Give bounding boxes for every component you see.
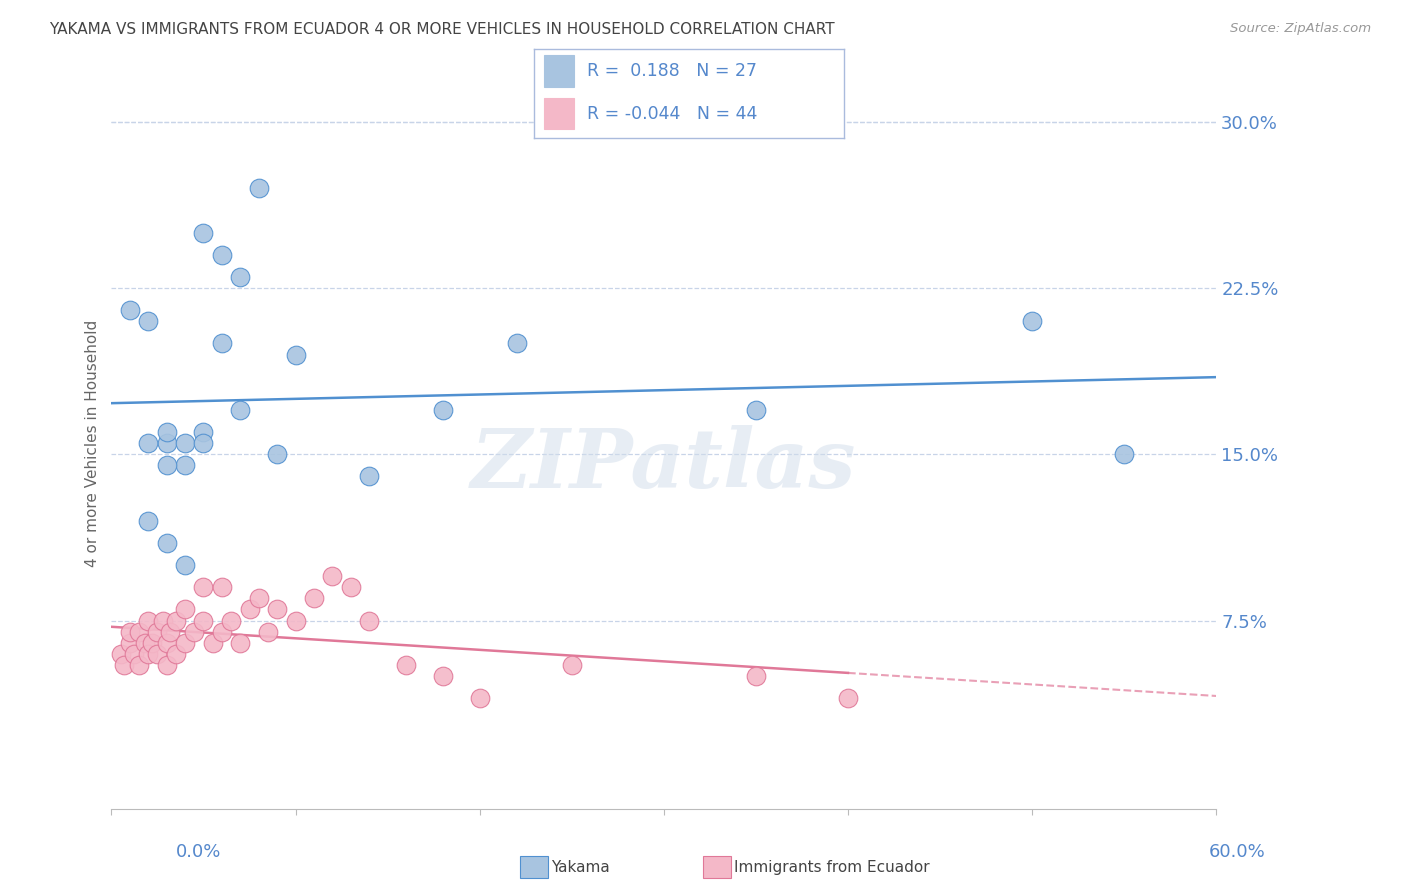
Point <box>468 691 491 706</box>
Text: Source: ZipAtlas.com: Source: ZipAtlas.com <box>1230 22 1371 36</box>
Point <box>359 469 381 483</box>
Point <box>156 636 179 650</box>
Point <box>136 436 159 450</box>
Point <box>174 602 197 616</box>
Point <box>122 647 145 661</box>
Point <box>1021 314 1043 328</box>
Point <box>134 636 156 650</box>
Point <box>219 614 242 628</box>
Point <box>174 636 197 650</box>
Point <box>136 514 159 528</box>
Text: R = -0.044   N = 44: R = -0.044 N = 44 <box>586 104 758 123</box>
Point <box>128 624 150 639</box>
Point <box>211 336 233 351</box>
Point <box>193 425 215 439</box>
Point <box>159 624 181 639</box>
Point <box>165 614 187 628</box>
Point <box>247 181 270 195</box>
Point <box>156 657 179 672</box>
Point <box>1114 447 1136 461</box>
Point <box>146 647 169 661</box>
Point <box>136 647 159 661</box>
Point <box>136 614 159 628</box>
Point <box>118 303 141 318</box>
Bar <box>544 55 575 87</box>
Point <box>229 636 252 650</box>
Point <box>505 336 527 351</box>
Point <box>247 591 270 606</box>
Point <box>432 669 454 683</box>
Point <box>745 669 768 683</box>
Point <box>165 647 187 661</box>
Point <box>193 436 215 450</box>
Point <box>266 447 288 461</box>
Point <box>174 558 197 573</box>
Point <box>141 636 163 650</box>
Text: Immigrants from Ecuador: Immigrants from Ecuador <box>734 860 929 874</box>
Point <box>193 614 215 628</box>
Point <box>359 614 381 628</box>
Point <box>211 580 233 594</box>
Point <box>128 657 150 672</box>
Point <box>174 458 197 473</box>
Point <box>118 624 141 639</box>
Point <box>837 691 859 706</box>
Point <box>156 536 179 550</box>
Text: Yakama: Yakama <box>551 860 610 874</box>
Point <box>229 403 252 417</box>
Point <box>302 591 325 606</box>
Text: ZIPatlas: ZIPatlas <box>471 425 856 505</box>
Point <box>432 403 454 417</box>
Point <box>193 580 215 594</box>
Point <box>395 657 418 672</box>
Point <box>211 248 233 262</box>
Point <box>745 403 768 417</box>
Point <box>284 614 307 628</box>
Point <box>266 602 288 616</box>
Text: YAKAMA VS IMMIGRANTS FROM ECUADOR 4 OR MORE VEHICLES IN HOUSEHOLD CORRELATION CH: YAKAMA VS IMMIGRANTS FROM ECUADOR 4 OR M… <box>49 22 835 37</box>
Point <box>110 647 132 661</box>
Point <box>112 657 135 672</box>
Y-axis label: 4 or more Vehicles in Household: 4 or more Vehicles in Household <box>86 319 100 566</box>
Point <box>229 269 252 284</box>
Point <box>257 624 280 639</box>
Point <box>284 347 307 361</box>
Point <box>156 436 179 450</box>
Text: 0.0%: 0.0% <box>176 843 221 861</box>
Point <box>136 314 159 328</box>
Point <box>201 636 224 650</box>
Point <box>183 624 205 639</box>
Bar <box>544 98 575 129</box>
Point <box>156 458 179 473</box>
Point <box>211 624 233 639</box>
Point <box>146 624 169 639</box>
Text: R =  0.188   N = 27: R = 0.188 N = 27 <box>586 62 756 80</box>
Point <box>156 425 179 439</box>
Point <box>118 636 141 650</box>
Point <box>174 436 197 450</box>
Point <box>193 226 215 240</box>
Text: 60.0%: 60.0% <box>1209 843 1265 861</box>
Point <box>321 569 343 583</box>
Point <box>152 614 174 628</box>
Point <box>238 602 260 616</box>
Point <box>561 657 583 672</box>
Point <box>340 580 363 594</box>
